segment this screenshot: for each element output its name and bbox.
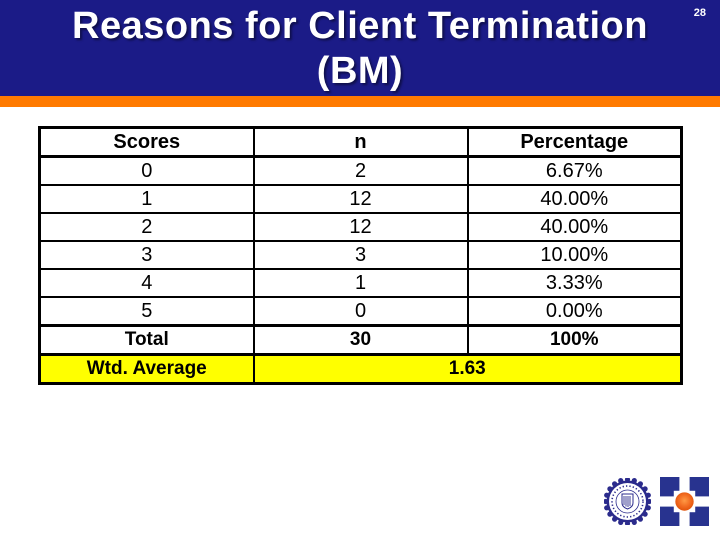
- title-line-2: (BM): [316, 50, 404, 92]
- table-row: 3 3 10.00%: [38, 240, 683, 270]
- cell-n: 3: [252, 240, 469, 270]
- corner-squares-logo-icon: [660, 477, 709, 531]
- table-row: 1 12 40.00%: [38, 184, 683, 214]
- weighted-average-value: 1.63: [252, 353, 683, 385]
- university-seal-icon: [603, 476, 652, 530]
- cell-score: 1: [38, 184, 255, 214]
- total-row: Total 30 100%: [38, 324, 683, 356]
- accent-bar: [0, 96, 720, 107]
- total-n: 30: [252, 324, 469, 356]
- cell-score: 4: [38, 268, 255, 298]
- title-bar: Reasons for Client Termination (BM) 28: [0, 0, 720, 96]
- table-header-row: Scores n Percentage: [38, 126, 683, 158]
- weighted-average-label: Wtd. Average: [38, 353, 255, 385]
- table-row: 4 1 3.33%: [38, 268, 683, 298]
- cell-n: 2: [252, 155, 469, 186]
- cell-percentage: 40.00%: [466, 184, 683, 214]
- cell-score: 2: [38, 212, 255, 242]
- table-row: 2 12 40.00%: [38, 212, 683, 242]
- title-line-1: Reasons for Client Termination: [72, 5, 648, 47]
- header-percentage: Percentage: [466, 126, 683, 158]
- header-n: n: [252, 126, 469, 158]
- weighted-average-row: Wtd. Average 1.63: [38, 353, 683, 385]
- cell-n: 12: [252, 184, 469, 214]
- cell-percentage: 6.67%: [466, 155, 683, 186]
- cell-n: 0: [252, 296, 469, 327]
- cell-n: 1: [252, 268, 469, 298]
- page-number: 28: [693, 7, 706, 19]
- cell-percentage: 10.00%: [466, 240, 683, 270]
- cell-score: 0: [38, 155, 255, 186]
- scores-table: Scores n Percentage 0 2 6.67% 1 12 40.00…: [38, 126, 683, 385]
- cell-n: 12: [252, 212, 469, 242]
- total-label: Total: [38, 324, 255, 356]
- cell-percentage: 3.33%: [466, 268, 683, 298]
- table-row: 5 0 0.00%: [38, 296, 683, 327]
- cell-percentage: 40.00%: [466, 212, 683, 242]
- page-title: Reasons for Client Termination (BM): [0, 0, 720, 94]
- header-scores: Scores: [38, 126, 255, 158]
- total-percentage: 100%: [466, 324, 683, 356]
- cell-score: 3: [38, 240, 255, 270]
- cell-percentage: 0.00%: [466, 296, 683, 327]
- cell-score: 5: [38, 296, 255, 327]
- footer-logos: [603, 476, 709, 531]
- table-row: 0 2 6.67%: [38, 155, 683, 186]
